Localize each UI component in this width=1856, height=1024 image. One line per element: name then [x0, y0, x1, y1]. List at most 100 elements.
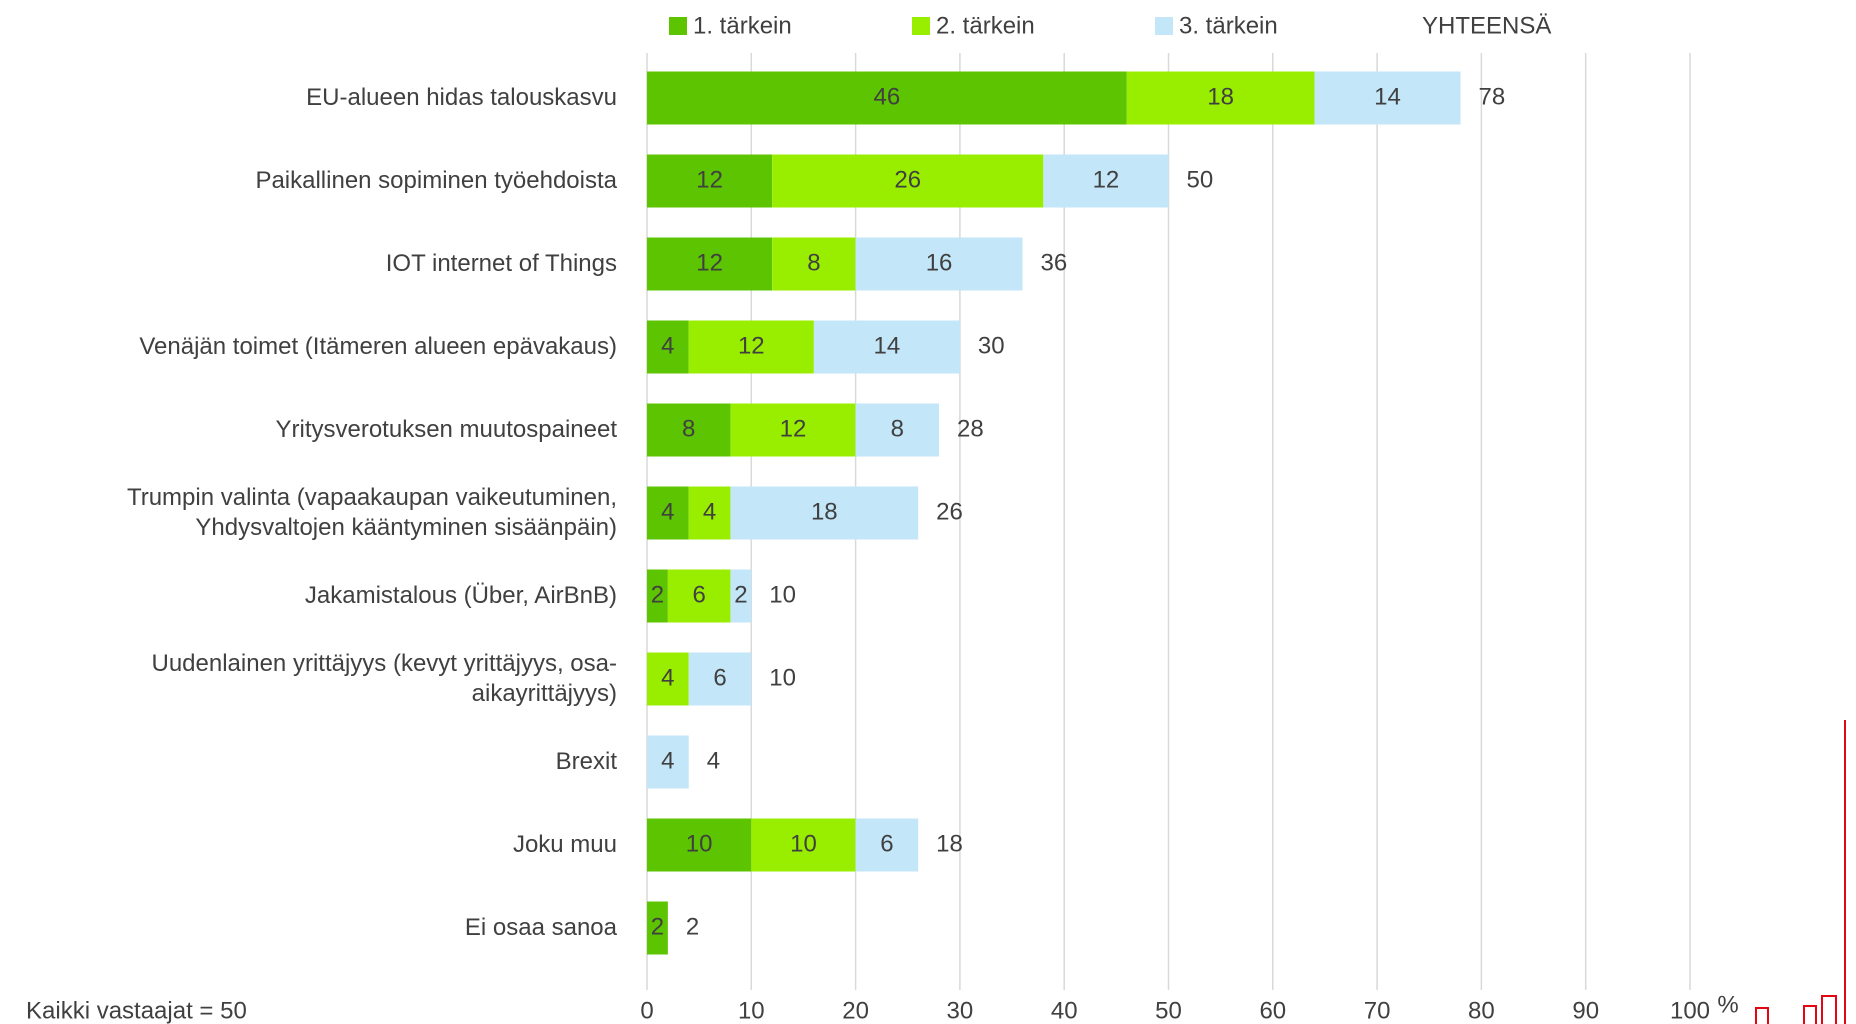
bar-segment — [647, 818, 752, 872]
bar-value-label: 14 — [874, 332, 901, 359]
category-label: Paikallinen sopiminen työehdoista — [255, 167, 617, 194]
legend-swatch — [1155, 17, 1173, 35]
bar-value-label: 8 — [807, 249, 820, 276]
bar-segment — [647, 735, 689, 789]
category-label: EU-alueen hidas talouskasvu — [306, 84, 617, 111]
bar-segment — [688, 652, 752, 706]
bar-value-label: 4 — [661, 747, 674, 774]
total-label: 4 — [707, 747, 720, 774]
bar-segment — [772, 154, 1044, 208]
bar-value-label: 12 — [738, 332, 765, 359]
x-tick-label: 80 — [1468, 997, 1495, 1024]
bar-segment — [751, 818, 856, 872]
legend-label: 3. tärkein — [1179, 12, 1278, 39]
total-label: 50 — [1187, 166, 1214, 193]
legend-swatch — [669, 17, 687, 35]
total-label: 78 — [1479, 83, 1506, 110]
legend-label: YHTEENSÄ — [1422, 12, 1551, 39]
bar-segment — [1126, 71, 1315, 125]
bar-value-label: 12 — [1093, 166, 1120, 193]
bar-segment — [647, 652, 689, 706]
bar-value-label: 4 — [661, 332, 674, 359]
bar-segment — [647, 320, 689, 374]
total-label: 30 — [978, 332, 1005, 359]
total-label: 10 — [769, 581, 796, 608]
bar-value-label: 18 — [1207, 83, 1234, 110]
bar-value-label: 8 — [682, 415, 695, 442]
bar-value-label: 10 — [790, 830, 817, 857]
category-label: Ei osaa sanoa — [464, 914, 617, 941]
total-label: 36 — [1040, 249, 1067, 276]
bar-value-label: 46 — [874, 83, 901, 110]
bar-segment — [1043, 154, 1169, 208]
x-unit: % — [1717, 991, 1738, 1018]
bar-value-label: 4 — [661, 664, 674, 691]
x-tick-label: 60 — [1259, 997, 1286, 1024]
x-tick-label: 20 — [842, 997, 869, 1024]
bar-segment — [730, 569, 752, 623]
bar-segment — [1314, 71, 1461, 125]
category-label: Trumpin valinta (vapaakaupan vaikeutumin… — [126, 484, 617, 541]
x-tick-label: 10 — [738, 997, 765, 1024]
bar-segment — [647, 486, 689, 540]
bar-segment — [647, 901, 668, 955]
category-label: Venäjän toimet (Itämeren alueen epävakau… — [139, 333, 617, 360]
bar-value-label: 12 — [696, 249, 723, 276]
bar-value-label: 18 — [811, 498, 838, 525]
x-tick-label: 40 — [1051, 997, 1078, 1024]
bar-segment — [772, 237, 856, 291]
bar-value-label: 6 — [713, 664, 726, 691]
bar-value-label: 12 — [696, 166, 723, 193]
total-label: 18 — [936, 830, 963, 857]
category-label: Uudenlainen yrittäjyys (kevyt yrittäjyys… — [151, 650, 618, 707]
bar-value-label: 6 — [880, 830, 893, 857]
note: Kaikki vastaajat = 50 — [26, 997, 247, 1024]
bar-segment — [647, 403, 731, 457]
bar-segment — [667, 569, 731, 623]
logo-shape — [1821, 995, 1837, 1024]
bar-segment — [855, 403, 940, 457]
bar-segment — [813, 320, 960, 374]
x-tick-label: 0 — [640, 997, 653, 1024]
x-tick-label: 100 — [1670, 997, 1710, 1024]
bar-segment — [647, 154, 773, 208]
logo-shape — [1803, 1005, 1817, 1024]
legend-label: 2. tärkein — [936, 12, 1035, 39]
bar-segment — [855, 237, 1023, 291]
bar-segment — [730, 486, 919, 540]
category-label: Jakamistalous (Über, AirBnB) — [304, 582, 617, 609]
bar-segment — [688, 486, 731, 540]
category-label: Joku muu — [512, 831, 617, 858]
x-tick-label: 90 — [1572, 997, 1599, 1024]
total-label: 26 — [936, 498, 963, 525]
bar-value-label: 14 — [1374, 83, 1401, 110]
logo-shape — [1755, 1007, 1769, 1024]
total-label: 2 — [686, 913, 699, 940]
bar-value-label: 2 — [651, 913, 664, 940]
category-label: Yritysverotuksen muutospaineet — [275, 416, 617, 443]
total-label: 10 — [769, 664, 796, 691]
bar-value-label: 4 — [661, 498, 674, 525]
bar-value-label: 10 — [686, 830, 713, 857]
category-label: IOT internet of Things — [385, 250, 617, 277]
x-tick-label: 30 — [947, 997, 974, 1024]
total-label: 28 — [957, 415, 984, 442]
bar-value-label: 4 — [703, 498, 716, 525]
x-tick-label: 70 — [1364, 997, 1391, 1024]
bar-value-label: 6 — [692, 581, 705, 608]
bar-value-label: 12 — [780, 415, 807, 442]
bar-segment — [855, 818, 919, 872]
legend-label: 1. tärkein — [693, 12, 792, 39]
bar-value-label: 16 — [926, 249, 953, 276]
bar-value-label: 26 — [894, 166, 921, 193]
bar-value-label: 2 — [651, 581, 664, 608]
bar-segment — [688, 320, 814, 374]
category-label: Brexit — [555, 748, 617, 775]
bar-value-label: 2 — [734, 581, 747, 608]
bar-segment — [647, 569, 668, 623]
legend-swatch — [912, 17, 930, 35]
bar-segment — [647, 71, 1127, 125]
bar-segment — [730, 403, 856, 457]
